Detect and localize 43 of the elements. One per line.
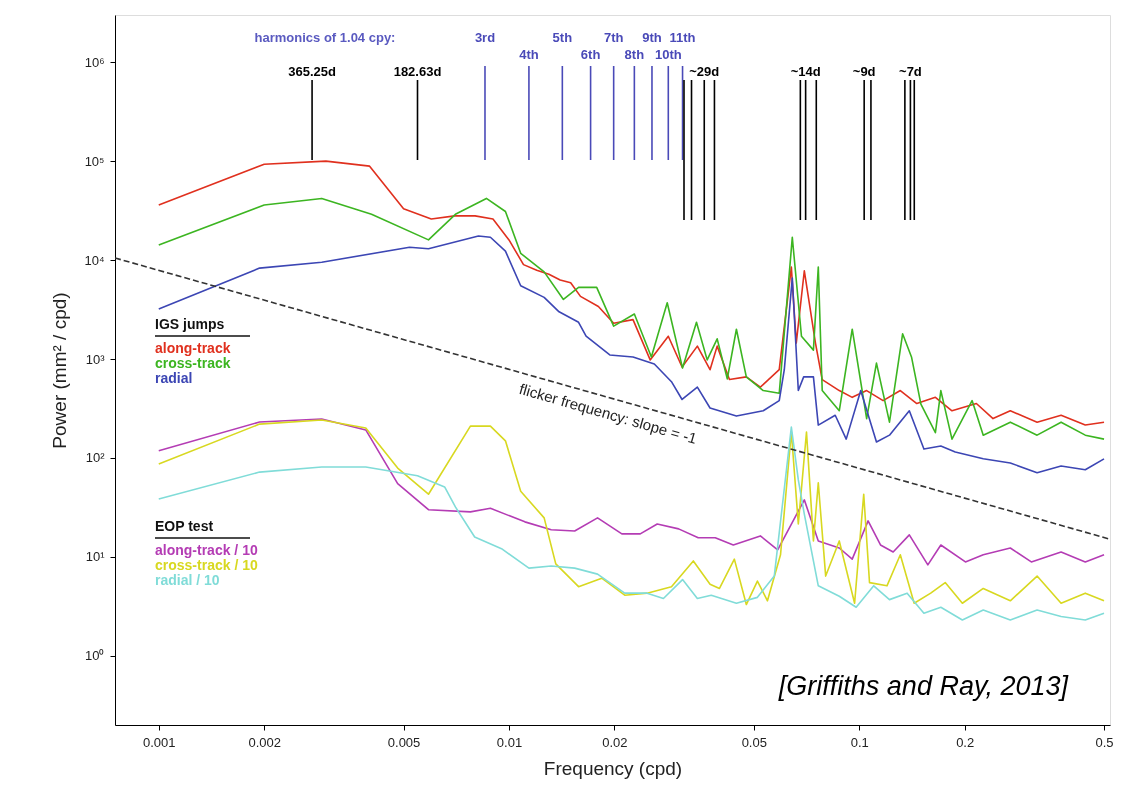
ref-line-label: ~29d [689,64,720,79]
x-tick-label: 0.05 [741,734,767,750]
y-tick-label: 10⁰ [85,648,105,664]
ref-line-label: 8th [624,47,645,62]
text: along-track / 10 [155,542,258,558]
ref-line-label: ~14d [790,64,821,79]
y-tick-label: 10⁴ [84,252,105,268]
y-tick-label: 10³ [85,351,106,367]
ref-line-label: 11th [669,30,696,45]
text: cross-track / 10 [155,557,258,573]
x-tick-label: 0.5 [1095,734,1114,750]
y-tick-label: 10² [85,450,106,466]
annotation: [Griffiths and Ray, 2013] [777,671,1070,701]
text: radial / 10 [155,572,220,588]
ref-line-label: ~7d [899,64,922,79]
x-tick-label: 0.005 [387,734,421,750]
annotation: EOP test [155,518,214,534]
ref-line-label: 7th [603,30,624,45]
y-axis-title: Power (mm² / cpd) [49,292,71,449]
x-tick-label: 0.002 [248,734,281,750]
ref-line-label: 9th [642,30,662,45]
x-tick-label: 0.1 [850,734,869,750]
ref-line-label: 5th [552,30,573,45]
ref-line-label: ~9d [852,64,876,79]
ref-line-label: 365.25d [288,64,336,79]
ref-line-label: 182.63d [393,64,442,79]
y-tick-label: 10¹ [85,549,106,565]
annotation: harmonics of 1.04 cpy: [254,30,396,45]
text: along-track [155,340,231,356]
ref-line-label: 10th [654,47,682,62]
y-tick-label: 10⁵ [84,153,105,169]
x-tick-label: 0.01 [496,734,523,750]
x-tick-label: 0.2 [956,734,975,750]
x-tick-label: 0.02 [602,734,628,750]
y-tick-label: 10⁶ [84,54,105,70]
x-axis-title: Frequency (cpd) [543,757,683,779]
ref-line-label: 3rd [474,30,496,45]
text: cross-track [155,355,231,371]
text: radial [155,370,193,386]
ref-line-label: 4th [519,47,539,62]
x-tick-label: 0.001 [142,734,176,750]
annotation: IGS jumps [155,316,225,332]
ref-line-label: 6th [580,47,601,62]
